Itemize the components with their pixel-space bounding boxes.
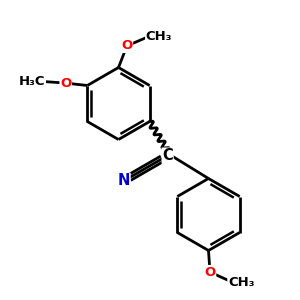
Text: O: O xyxy=(204,266,216,279)
Text: O: O xyxy=(121,39,133,52)
Text: CH₃: CH₃ xyxy=(146,29,172,43)
Text: CH₃: CH₃ xyxy=(228,275,254,289)
Text: C: C xyxy=(162,148,173,163)
Text: N: N xyxy=(118,173,130,188)
Text: O: O xyxy=(60,76,71,90)
Text: H₃C: H₃C xyxy=(19,75,45,88)
